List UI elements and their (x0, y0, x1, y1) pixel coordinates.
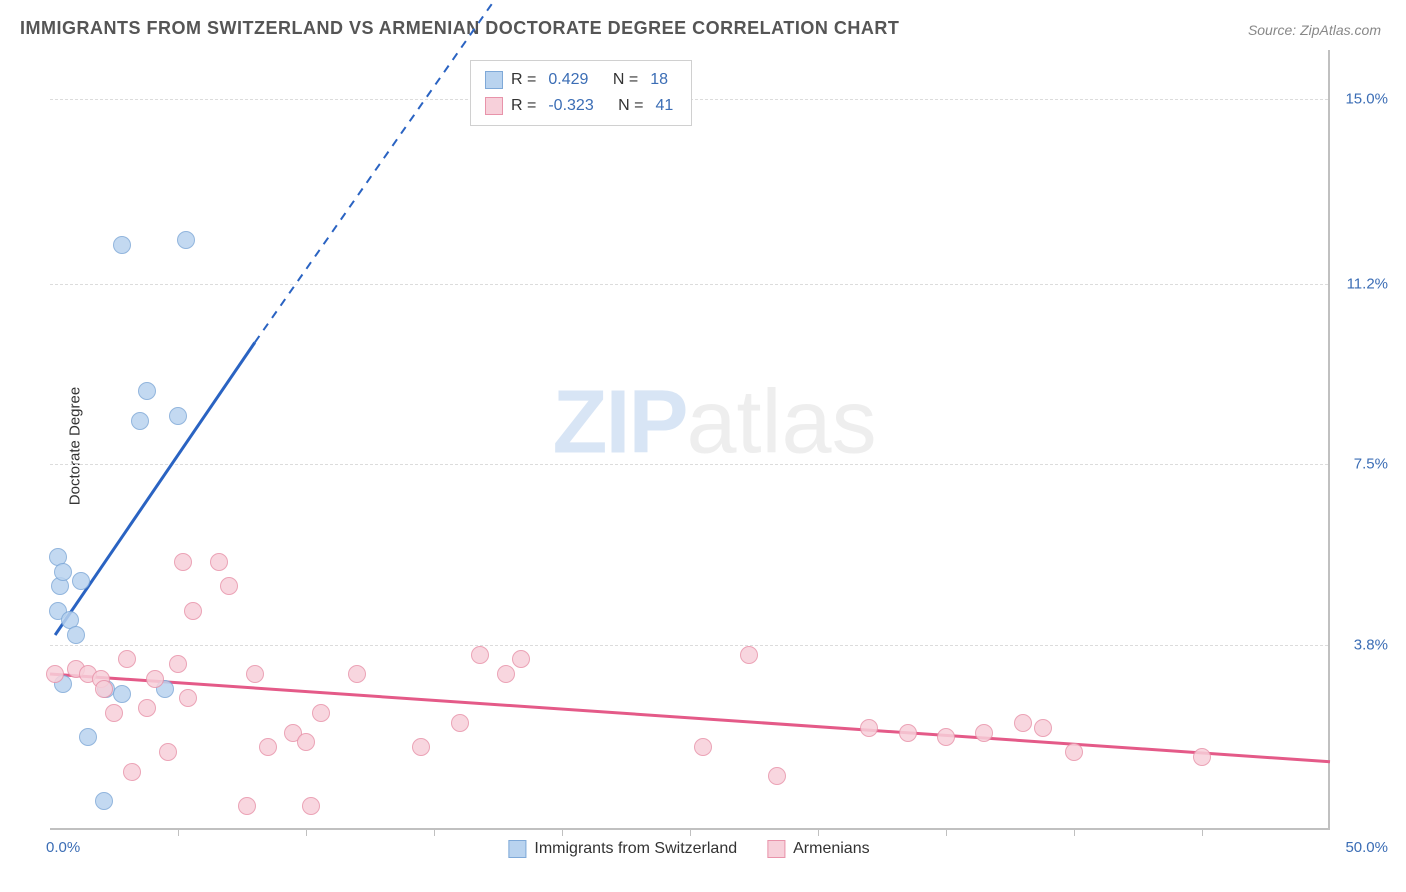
data-point (1065, 743, 1083, 761)
swatch-series-1 (485, 71, 503, 89)
data-point (146, 670, 164, 688)
data-point (259, 738, 277, 756)
data-point (348, 665, 366, 683)
x-tick (690, 828, 691, 836)
y-tick-label: 3.8% (1354, 636, 1388, 653)
series-legend: Immigrants from Switzerland Armenians (508, 840, 869, 858)
data-point (312, 704, 330, 722)
trend-line (50, 674, 1330, 762)
x-min-label: 0.0% (46, 839, 80, 856)
data-point (54, 563, 72, 581)
data-point (113, 685, 131, 703)
x-tick (818, 828, 819, 836)
data-point (174, 553, 192, 571)
data-point (95, 680, 113, 698)
data-point (179, 689, 197, 707)
data-point (79, 728, 97, 746)
r-label-2: R = (511, 93, 536, 119)
legend-swatch-2 (767, 840, 785, 858)
x-tick (178, 828, 179, 836)
source-credit: Source: ZipAtlas.com (1248, 22, 1381, 38)
data-point (740, 646, 758, 664)
x-tick (434, 828, 435, 836)
x-tick (1074, 828, 1075, 836)
data-point (497, 665, 515, 683)
data-point (297, 733, 315, 751)
data-point (220, 577, 238, 595)
x-tick (306, 828, 307, 836)
data-point (694, 738, 712, 756)
trend-line-extrapolated (255, 0, 511, 343)
legend-label-1: Immigrants from Switzerland (534, 840, 737, 858)
swatch-series-2 (485, 97, 503, 115)
r-value-2: -0.323 (548, 93, 593, 119)
data-point (113, 236, 131, 254)
data-point (131, 412, 149, 430)
n-label-2: N = (618, 93, 643, 119)
legend-swatch-1 (508, 840, 526, 858)
x-tick (562, 828, 563, 836)
data-point (138, 382, 156, 400)
n-label-1: N = (613, 67, 638, 93)
r-value-1: 0.429 (548, 67, 588, 93)
data-point (169, 407, 187, 425)
data-point (210, 553, 228, 571)
data-point (169, 655, 187, 673)
x-tick (1202, 828, 1203, 836)
data-point (937, 728, 955, 746)
x-max-label: 50.0% (1345, 839, 1388, 856)
data-point (1014, 714, 1032, 732)
stats-legend: R = 0.429 N = 18 R = -0.323 N = 41 (470, 60, 692, 126)
plot-area: ZIPatlas 3.8%7.5%11.2%15.0% R = 0.429 N … (50, 50, 1330, 830)
data-point (105, 704, 123, 722)
legend-item-2: Armenians (767, 840, 869, 858)
y-tick-label: 7.5% (1354, 456, 1388, 473)
legend-label-2: Armenians (793, 840, 869, 858)
source-label: Source: (1248, 22, 1300, 38)
data-point (46, 665, 64, 683)
data-point (1034, 719, 1052, 737)
data-point (72, 572, 90, 590)
data-point (238, 797, 256, 815)
r-label-1: R = (511, 67, 536, 93)
data-point (184, 602, 202, 620)
y-tick-label: 11.2% (1347, 276, 1388, 293)
x-tick (946, 828, 947, 836)
data-point (159, 743, 177, 761)
trend-lines (50, 50, 1328, 828)
data-point (412, 738, 430, 756)
chart-title: IMMIGRANTS FROM SWITZERLAND VS ARMENIAN … (20, 18, 899, 39)
data-point (512, 650, 530, 668)
legend-item-1: Immigrants from Switzerland (508, 840, 737, 858)
data-point (860, 719, 878, 737)
data-point (975, 724, 993, 742)
y-tick-label: 15.0% (1345, 90, 1388, 107)
data-point (451, 714, 469, 732)
data-point (138, 699, 156, 717)
n-value-2: 41 (656, 93, 674, 119)
data-point (302, 797, 320, 815)
data-point (471, 646, 489, 664)
n-value-1: 18 (650, 67, 668, 93)
data-point (246, 665, 264, 683)
data-point (123, 763, 141, 781)
data-point (768, 767, 786, 785)
data-point (177, 231, 195, 249)
data-point (118, 650, 136, 668)
data-point (67, 626, 85, 644)
stats-row-2: R = -0.323 N = 41 (485, 93, 677, 119)
data-point (899, 724, 917, 742)
data-point (1193, 748, 1211, 766)
stats-row-1: R = 0.429 N = 18 (485, 67, 677, 93)
source-name: ZipAtlas.com (1300, 22, 1381, 38)
data-point (95, 792, 113, 810)
